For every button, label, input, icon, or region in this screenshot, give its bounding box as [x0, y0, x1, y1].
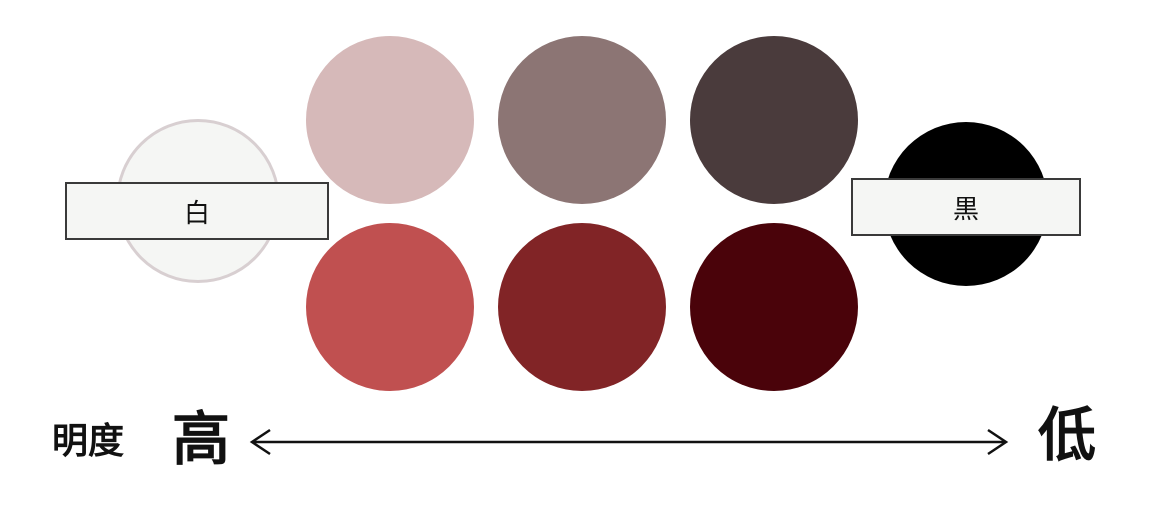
shade-swatch-medium: [498, 223, 666, 391]
tint-swatch-dark: [690, 36, 858, 204]
brightness-axis-label: 明度: [52, 421, 125, 462]
shade-swatch-light: [306, 223, 474, 391]
arrow-head-left: [249, 428, 271, 456]
arrow-head-right: [987, 428, 1009, 456]
brightness-low-label: 低: [1038, 401, 1097, 469]
white-label-box: 白: [65, 182, 329, 240]
white-label: 白: [183, 198, 210, 229]
brightness-double-arrow: [249, 428, 1009, 456]
black-label: 黒: [952, 194, 979, 225]
brightness-high-label: 高: [172, 405, 231, 473]
tint-swatch-light: [306, 36, 474, 204]
tint-swatch-medium: [498, 36, 666, 204]
shade-swatch-dark: [690, 223, 858, 391]
black-label-box: 黒: [851, 178, 1081, 236]
